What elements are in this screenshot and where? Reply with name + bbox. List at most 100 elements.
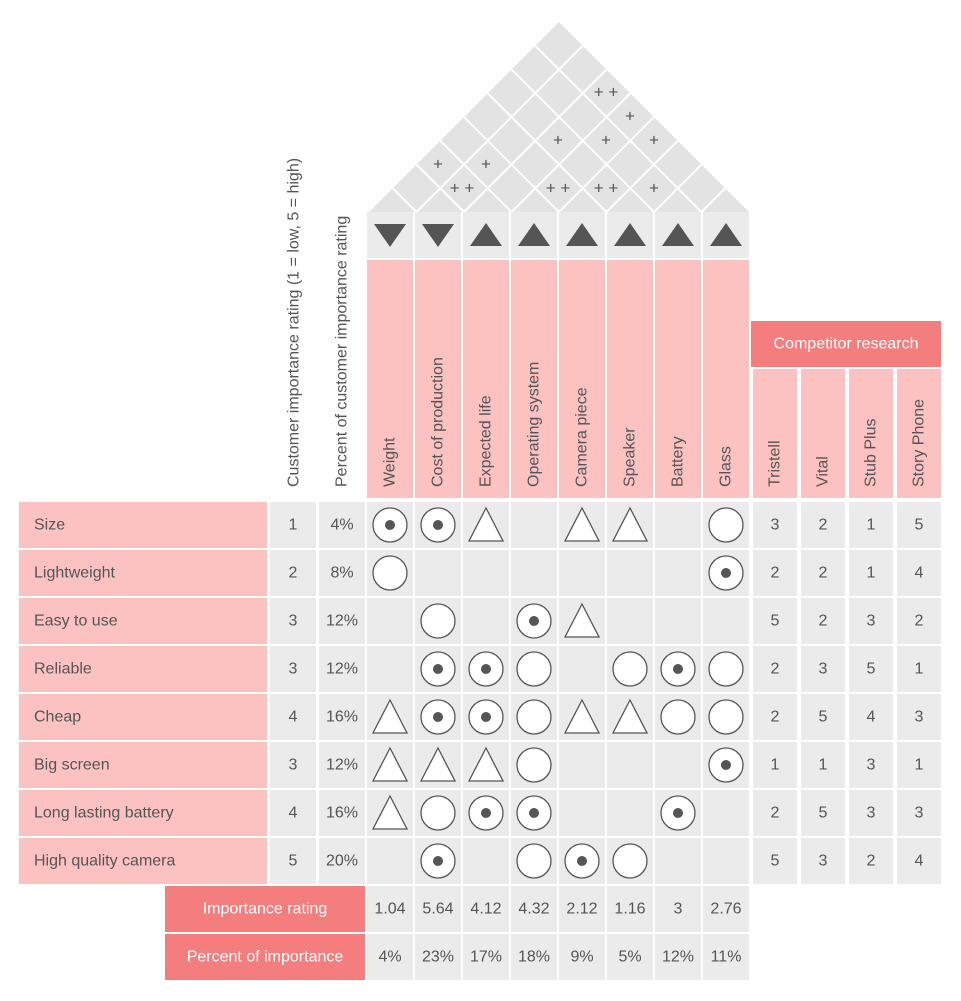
competitor-score: 3 [867,805,876,822]
matrix-cell [703,790,749,836]
customer-requirement-label: Cheap [34,709,81,726]
customer-requirement-label: Reliable [34,661,92,678]
importance-rating-value: 4 [289,805,298,822]
technical-header-cell [655,260,701,498]
competitor-score: 5 [771,853,780,870]
competitor-research-header [751,321,941,367]
strong-relationship-dot [481,808,491,818]
roof-grid-line [439,140,513,213]
technical-header-cell [367,260,413,498]
importance-rating-header: Customer importance rating (1 = low, 5 =… [286,158,303,487]
weak-relationship-icon [467,506,505,542]
technical-requirement-label: Battery [670,436,687,487]
strong-relationship-dot [673,808,683,818]
matrix-cell [463,838,509,884]
technical-requirement-label: Speaker [622,427,639,487]
competitor-score-cell [801,790,845,836]
technical-percent-value: 23% [422,949,454,966]
importance-rating-value: 1 [289,517,298,534]
customer-requirement-label: High quality camera [34,853,176,870]
competitor-score-cell [801,838,845,884]
strong-relationship-dot [529,616,539,626]
competitor-score: 2 [771,805,780,822]
technical-importance-value: 5.64 [422,901,453,918]
matrix-cell [655,550,701,596]
rating-cell [270,598,316,644]
importance-percent-value: 12% [326,661,358,678]
customer-requirement-cell [19,694,267,740]
customer-requirement-label: Lightweight [34,565,116,582]
percent-cell [319,838,365,884]
strong-relationship-dot [433,856,443,866]
customer-requirement-label: Easy to use [34,613,118,630]
competitor-score-cell [801,598,845,644]
importance-value-cell [367,886,413,932]
competitor-score: 2 [867,853,876,870]
weak-relationship-icon [611,506,649,542]
competitor-score: 2 [771,565,780,582]
maximize-arrow-icon [518,223,550,246]
competitor-score: 1 [915,757,924,774]
importance-rating-value: 3 [289,661,298,678]
roof-correlation-mark: + [649,131,659,150]
roof-grid-line [415,45,584,213]
importance-percent-value: 12% [326,613,358,630]
competitor-score-cell [753,790,797,836]
weak-relationship-icon [611,698,649,734]
maximize-arrow-icon [662,223,694,246]
technical-importance-value: 2.76 [710,901,741,918]
technical-importance-value: 2.12 [566,901,597,918]
medium-relationship-icon [516,843,552,879]
matrix-cell [607,550,653,596]
competitor-score-cell [801,502,845,548]
importance-value-cell [607,886,653,932]
importance-percent-value: 4% [330,517,353,534]
competitor-score: 3 [819,661,828,678]
strong-relationship-dot [385,520,395,530]
percent-value-cell [559,934,605,980]
competitor-score: 1 [915,661,924,678]
technical-percent-value: 11% [711,949,742,966]
technical-requirement-label: Camera piece [574,387,591,487]
rating-cell [270,742,316,788]
competitor-score-cell [801,646,845,692]
roof-grid-line [700,187,726,213]
customer-requirement-label: Big screen [34,757,110,774]
competitor-score-cell [753,838,797,884]
percent-value-cell [703,934,749,980]
strong-relationship-dot [433,712,443,722]
medium-relationship-icon [372,555,408,591]
customer-requirement-label: Size [34,517,65,534]
matrix-cell [367,598,413,644]
competitor-score: 1 [867,565,876,582]
weak-relationship-icon [371,794,409,830]
weak-relationship-icon [371,698,409,734]
competitor-research-title: Competitor research [774,336,919,353]
roof-correlation-mark: + [553,131,563,150]
competitor-score: 2 [771,709,780,726]
technical-header-cell [703,260,749,498]
strong-relationship-dot [721,568,731,578]
matrix-cell [607,598,653,644]
roof-correlation-mark: + [433,155,443,174]
competitor-score-cell [897,646,941,692]
roof-correlation-mark: + [625,107,635,126]
matrix-cell [607,790,653,836]
weak-relationship-icon [419,746,457,782]
maximize-arrow-icon [614,223,646,246]
competitor-score-cell [849,742,893,788]
medium-relationship-icon [516,651,552,687]
matrix-cell [703,838,749,884]
importance-value-cell [463,886,509,932]
competitor-score-cell [801,550,845,596]
matrix-cell [559,550,605,596]
competitor-score-cell [849,838,893,884]
competitor-score-cell [753,646,797,692]
matrix-cell [415,550,461,596]
importance-rating-value: 2 [289,565,298,582]
competitor-score: 3 [819,853,828,870]
importance-percent-value: 12% [326,757,358,774]
competitor-score: 3 [771,517,780,534]
rating-cell [270,790,316,836]
